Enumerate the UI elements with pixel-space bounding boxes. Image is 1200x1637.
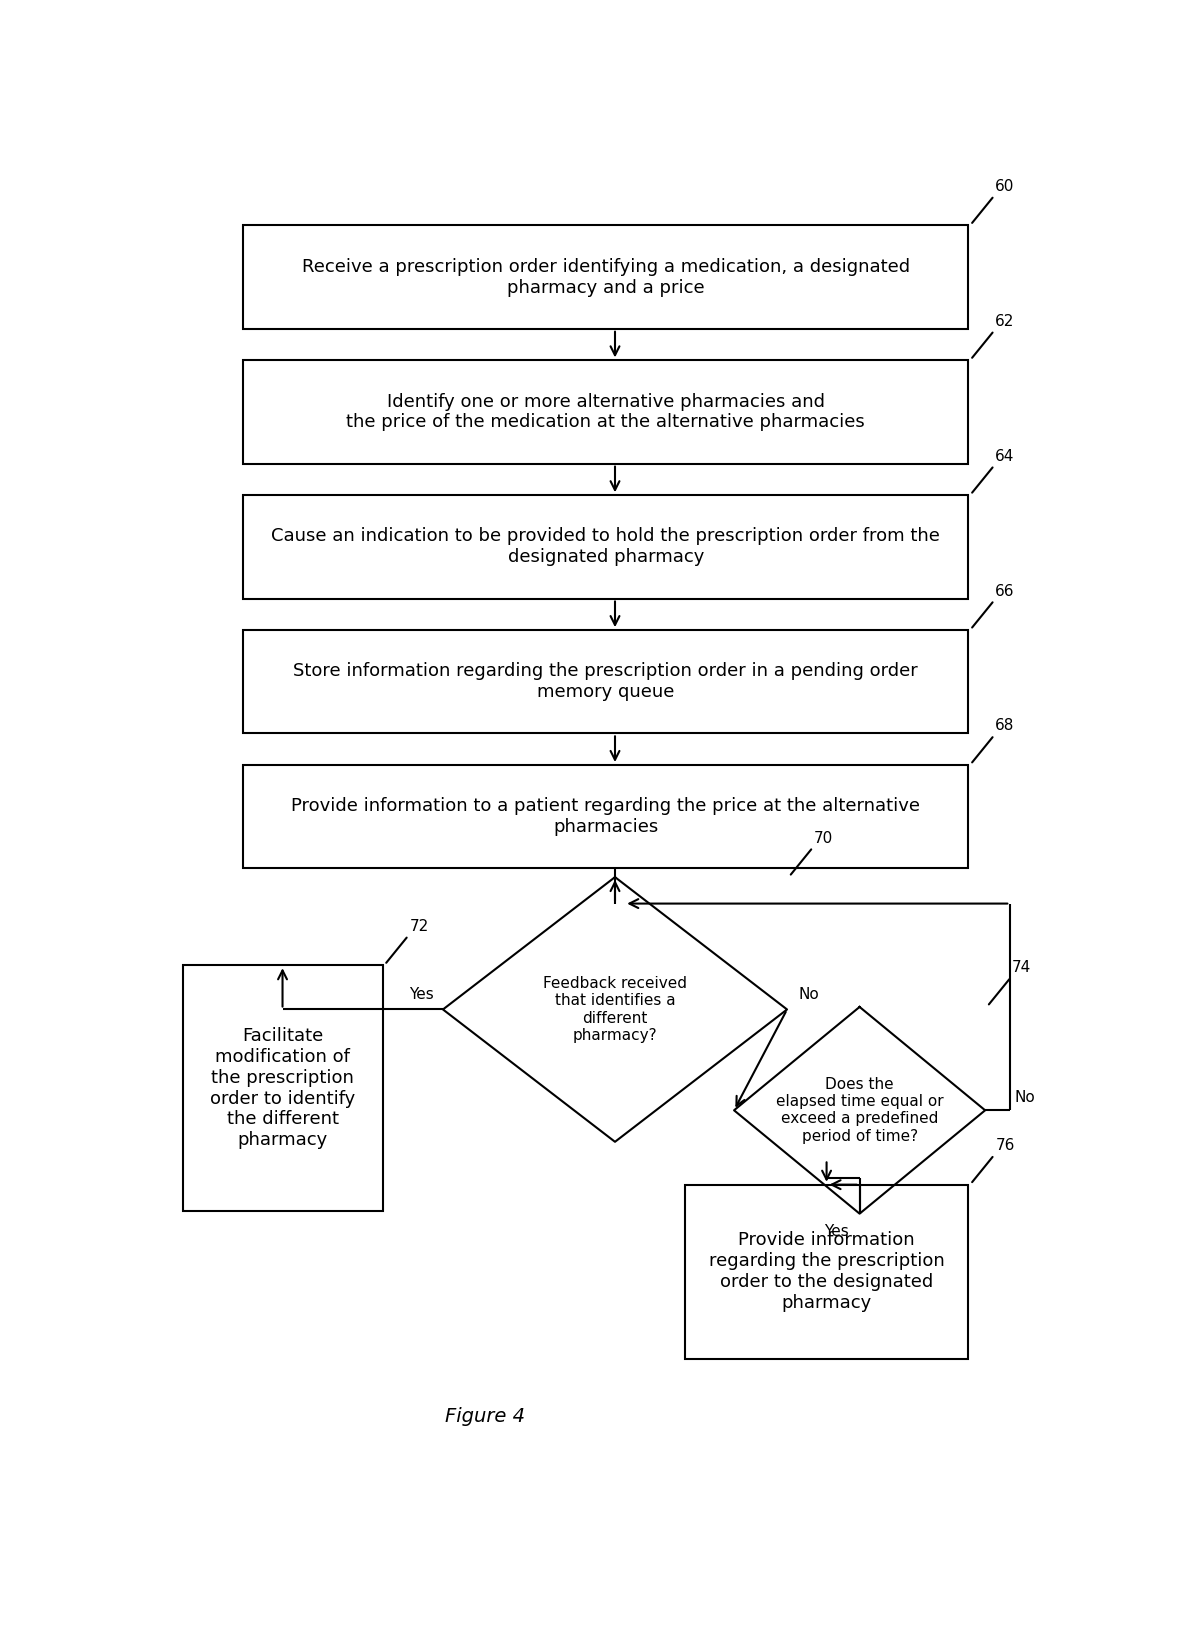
Text: Identify one or more alternative pharmacies and
the price of the medication at t: Identify one or more alternative pharmac… <box>347 393 865 432</box>
Text: No: No <box>798 987 818 1002</box>
Text: Cause an indication to be provided to hold the prescription order from the
desig: Cause an indication to be provided to ho… <box>271 527 940 566</box>
Text: No: No <box>1015 1090 1036 1105</box>
FancyBboxPatch shape <box>242 764 968 868</box>
FancyBboxPatch shape <box>242 494 968 599</box>
FancyBboxPatch shape <box>685 1185 968 1359</box>
FancyBboxPatch shape <box>242 360 968 463</box>
FancyBboxPatch shape <box>242 226 968 329</box>
FancyBboxPatch shape <box>242 630 968 733</box>
Text: Provide information to a patient regarding the price at the alternative
pharmaci: Provide information to a patient regardi… <box>292 797 920 837</box>
Text: Does the
elapsed time equal or
exceed a predefined
period of time?: Does the elapsed time equal or exceed a … <box>775 1077 943 1144</box>
Text: 64: 64 <box>995 449 1015 463</box>
Text: Store information regarding the prescription order in a pending order
memory que: Store information regarding the prescrip… <box>293 663 918 701</box>
FancyBboxPatch shape <box>182 966 383 1211</box>
Text: 72: 72 <box>409 918 428 933</box>
Polygon shape <box>443 877 787 1143</box>
Polygon shape <box>734 1007 985 1213</box>
Text: Receive a prescription order identifying a medication, a designated
pharmacy and: Receive a prescription order identifying… <box>301 257 910 296</box>
Text: Provide information
regarding the prescription
order to the designated
pharmacy: Provide information regarding the prescr… <box>709 1231 944 1311</box>
Text: Yes: Yes <box>824 1224 848 1239</box>
Text: 66: 66 <box>995 583 1015 599</box>
Text: 62: 62 <box>995 314 1015 329</box>
Text: Figure 4: Figure 4 <box>445 1408 524 1426</box>
Text: 70: 70 <box>814 830 833 846</box>
Text: Facilitate
modification of
the prescription
order to identify
the different
phar: Facilitate modification of the prescript… <box>210 1028 355 1149</box>
Text: 76: 76 <box>995 1138 1015 1152</box>
Text: Feedback received
that identifies a
different
pharmacy?: Feedback received that identifies a diff… <box>542 976 686 1043</box>
Text: Yes: Yes <box>409 987 433 1002</box>
Text: 60: 60 <box>995 178 1015 193</box>
Text: 68: 68 <box>995 719 1015 733</box>
Text: 74: 74 <box>1012 961 1031 976</box>
